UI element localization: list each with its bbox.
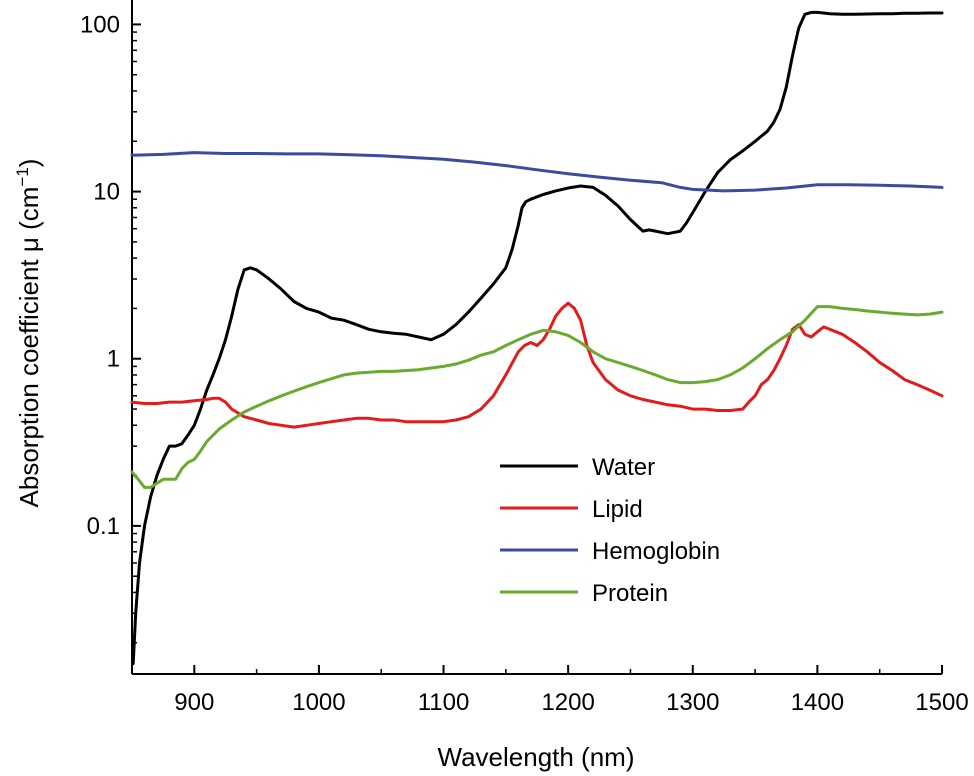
y-axis-title-superscript: −1 (13, 167, 32, 186)
legend-label-protein: Protein (592, 580, 668, 607)
x-tick-label: 1400 (791, 689, 844, 716)
y-tick-label: 0.1 (87, 513, 120, 540)
legend-label-lipid: Lipid (592, 496, 643, 523)
x-tick-label: 1200 (541, 689, 594, 716)
y-axis-title-close: ) (14, 159, 44, 168)
series-line-hemoglobin (130, 151, 944, 193)
x-axis-title: Wavelength (nm) (438, 742, 635, 772)
series-line-protein (130, 305, 944, 489)
legend-label-water: Water (592, 454, 655, 481)
y-tick-label: 1 (107, 346, 120, 373)
x-tick-label: 1300 (666, 689, 719, 716)
series-line-lipid (130, 301, 944, 429)
x-tick-label: 1000 (292, 689, 345, 716)
x-axis: 900 1000 1100 1200 1300 1400 1500 (131, 665, 969, 716)
series-line-water (131, 10, 944, 666)
axes-frame (131, 0, 942, 675)
y-axis-title: Absorption coefficient μ (cm−1) (13, 159, 44, 508)
x-tick-label: 1500 (915, 689, 968, 716)
y-tick-label: 10 (93, 179, 120, 206)
plot-area (130, 10, 944, 666)
legend-label-hemoglobin: Hemoglobin (592, 538, 720, 565)
y-axis-title-main: Absorption coefficient μ (cm (14, 187, 44, 508)
y-tick-label: 100 (80, 11, 120, 38)
x-tick-label: 900 (174, 689, 214, 716)
legend: Water Lipid Hemoglobin Protein (500, 454, 720, 607)
x-tick-label: 1100 (418, 689, 470, 716)
y-axis: 0.1 1 10 100 (80, 11, 141, 644)
